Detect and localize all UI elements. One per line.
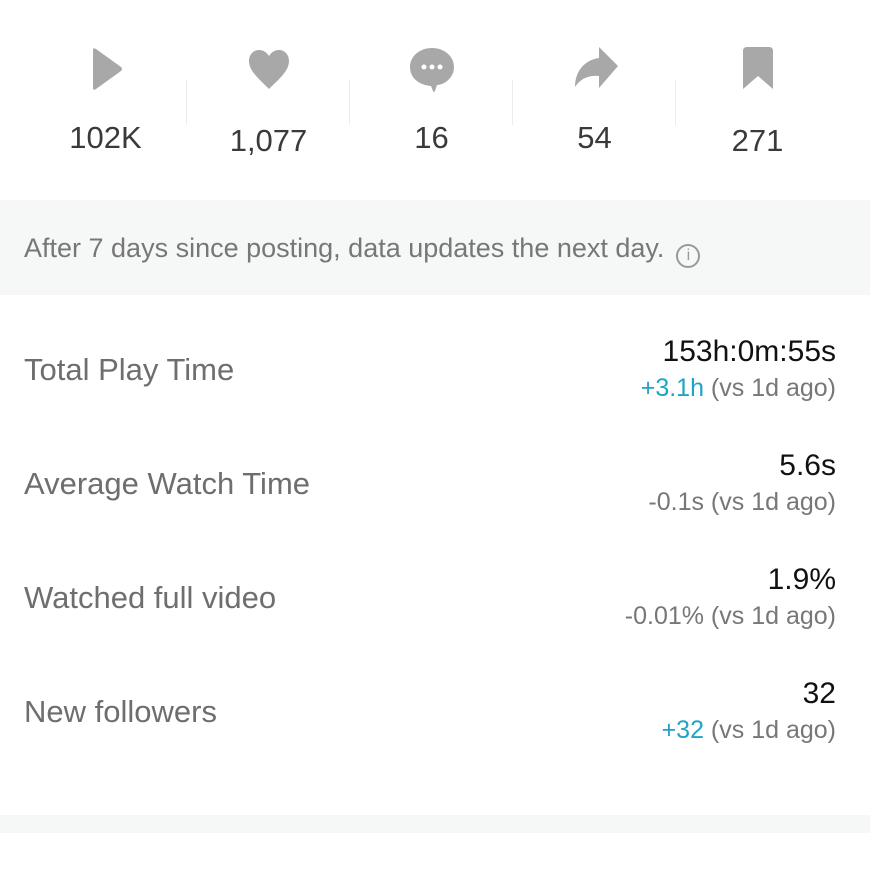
share-icon (574, 47, 618, 88)
metric-average-watch-time: Average Watch Time 5.6s -0.1s (vs 1d ago… (0, 427, 870, 541)
metric-change: -0.01% (624, 602, 704, 630)
divider (186, 80, 187, 125)
metric-label: Average Watch Time (24, 466, 311, 501)
metric-compare: (vs 1d ago) (703, 374, 836, 402)
stat-plays: 102K (24, 0, 187, 200)
metric-delta: -0.01% (vs 1d ago) (625, 602, 836, 631)
metric-change: +32 (661, 716, 704, 744)
stats-bar: 102K 1,077 16 54 271 (24, 0, 839, 200)
metric-delta: +3.1h (vs 1d ago) (641, 374, 836, 403)
comments-count: 16 (414, 120, 449, 155)
metric-delta: -0.1s (vs 1d ago) (648, 488, 836, 517)
metric-compare: (vs 1d ago) (703, 602, 836, 630)
section-divider (0, 815, 870, 833)
shares-count: 54 (577, 120, 612, 155)
metric-watched-full-video: Watched full video 1.9% -0.01% (vs 1d ag… (0, 541, 870, 655)
metric-value: 1.9% (767, 563, 836, 596)
saves-count: 271 (731, 123, 784, 158)
metric-label: New followers (24, 694, 217, 729)
divider (512, 80, 513, 125)
stat-saves: 271 (676, 0, 839, 200)
notice-text: After 7 days since posting, data updates… (24, 233, 665, 263)
metric-compare: (vs 1d ago) (703, 716, 836, 744)
divider (675, 80, 676, 125)
divider (349, 80, 350, 125)
metric-value: 153h:0m:55s (662, 335, 836, 368)
stat-likes: 1,077 (187, 0, 350, 200)
metric-value: 32 (802, 677, 836, 710)
update-notice: After 7 days since posting, data updates… (0, 200, 870, 295)
likes-count: 1,077 (229, 123, 308, 158)
metric-change: -0.1s (648, 488, 704, 516)
metric-label: Total Play Time (24, 352, 235, 387)
metric-compare: (vs 1d ago) (703, 488, 836, 516)
heart-icon (248, 50, 289, 89)
metric-delta: +32 (vs 1d ago) (662, 716, 836, 745)
metric-label: Watched full video (24, 580, 277, 615)
metric-new-followers: New followers 32 +32 (vs 1d ago) (0, 655, 870, 769)
play-icon (92, 48, 122, 90)
metric-change: +3.1h (640, 374, 704, 402)
metric-total-play-time: Total Play Time 153h:0m:55s +3.1h (vs 1d… (0, 313, 870, 427)
info-icon[interactable]: i (676, 244, 701, 268)
comment-icon (409, 48, 454, 92)
stat-comments: 16 (350, 0, 513, 200)
plays-count: 102K (69, 120, 142, 155)
bookmark-icon (742, 47, 773, 89)
stat-shares: 54 (513, 0, 676, 200)
metric-value: 5.6s (779, 449, 836, 482)
